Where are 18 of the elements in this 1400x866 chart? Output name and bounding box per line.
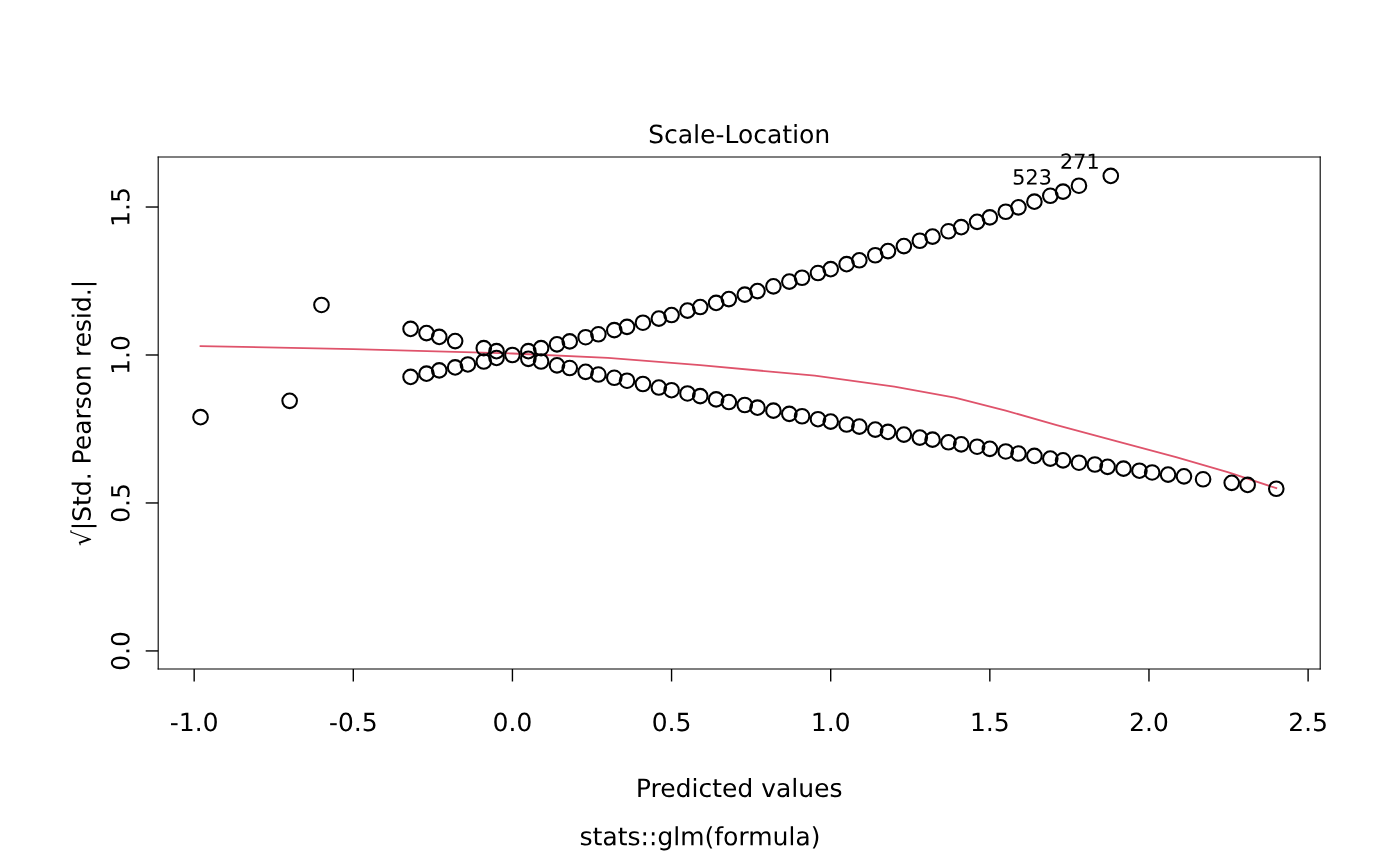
x-tick-label: 2.5 [1290,712,1326,732]
y-tick-label: 0.0 [110,632,130,670]
x-tick-label: 1.0 [813,712,849,732]
x-tick-label: -0.5 [330,712,376,732]
annotation: 271 [1061,153,1098,169]
y-axis-title: √|Std. Pearson resid.| [70,282,97,546]
y-tick-label: 1.0 [110,336,130,373]
text: stats::glm(formula) [580,826,819,851]
annotation: 523 [1013,169,1051,185]
x-tick-label: 0.5 [653,712,690,732]
x-tick-label: 2.0 [1130,712,1168,732]
x-axis-title: Predicted values [638,777,842,798]
chart-title: Scale-Location [649,124,829,144]
x-tick-label: 0.0 [494,712,531,732]
y-tick-label: 1.5 [111,189,130,225]
x-tick-label: -1.0 [171,712,217,732]
y-tick-label: 0.5 [110,485,130,522]
x-tick-label: 1.5 [972,712,1008,732]
